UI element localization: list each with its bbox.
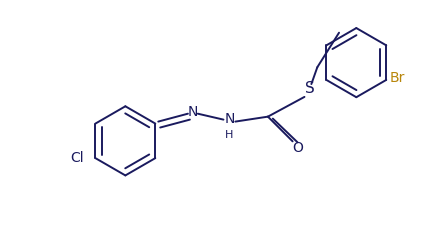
Text: Cl: Cl bbox=[70, 151, 84, 165]
Text: O: O bbox=[292, 141, 303, 155]
Text: S: S bbox=[305, 81, 314, 96]
Text: N: N bbox=[224, 112, 235, 126]
Text: H: H bbox=[225, 131, 234, 141]
Text: Br: Br bbox=[389, 71, 404, 85]
Text: N: N bbox=[188, 105, 198, 119]
